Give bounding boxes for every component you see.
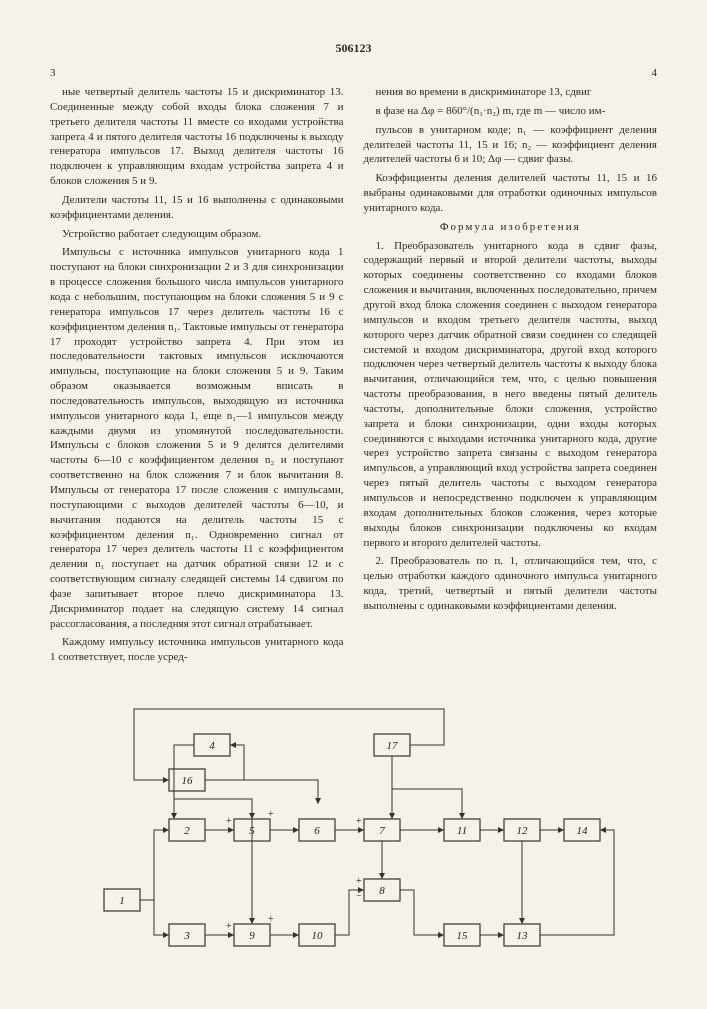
svg-text:+: +	[226, 816, 232, 827]
svg-text:12: 12	[516, 825, 528, 837]
col-num-left: 3	[50, 66, 56, 81]
svg-text:16: 16	[181, 775, 193, 787]
patent-number: 506123	[50, 40, 657, 56]
svg-text:8: 8	[379, 885, 385, 897]
svg-text:+: +	[226, 921, 232, 932]
svg-text:6: 6	[314, 825, 320, 837]
svg-text:+: +	[356, 876, 362, 887]
para: Коэффициенты деления делителей частоты 1…	[364, 171, 658, 216]
para: нения во времени в дискриминаторе 13, сд…	[364, 85, 658, 100]
svg-text:17: 17	[386, 740, 398, 752]
svg-text:11: 11	[456, 825, 466, 837]
svg-text:+: +	[268, 809, 274, 820]
block-diagram: 1234567891011121314151617++++−++	[50, 689, 657, 969]
svg-text:+: +	[268, 914, 274, 925]
svg-text:+: +	[356, 816, 362, 827]
svg-text:15: 15	[456, 930, 468, 942]
svg-text:5: 5	[249, 825, 255, 837]
svg-text:14: 14	[576, 825, 588, 837]
para: Делители частоты 11, 15 и 16 выполнены с…	[50, 193, 344, 223]
para: Импульсы с источника импульсов унитарног…	[50, 245, 344, 631]
svg-text:3: 3	[183, 930, 190, 942]
para: Каждому импульсу источника импульсов уни…	[50, 635, 344, 665]
svg-text:13: 13	[516, 930, 528, 942]
para: ные четвертый делитель частоты 15 и диск…	[50, 85, 344, 189]
col-num-right: 4	[652, 66, 658, 81]
text-columns: ные четвертый делитель частоты 15 и диск…	[50, 85, 657, 669]
svg-text:2: 2	[184, 825, 190, 837]
svg-text:4: 4	[209, 740, 215, 752]
claim-2: 2. Преобразователь по п. 1, отличающийся…	[364, 554, 658, 613]
svg-text:7: 7	[379, 825, 385, 837]
formula-heading: Формула изобретения	[364, 220, 658, 235]
para: в фазе на Δφ = 860°/(n₁·n₂) m, где m — ч…	[364, 104, 658, 119]
para: пульсов в унитарном коде; n₁ — коэффицие…	[364, 123, 658, 168]
svg-text:9: 9	[249, 930, 255, 942]
left-column: ные четвертый делитель частоты 15 и диск…	[50, 85, 344, 669]
para: Устройство работает следующим образом.	[50, 227, 344, 242]
svg-text:10: 10	[311, 930, 323, 942]
right-column: нения во времени в дискриминаторе 13, сд…	[364, 85, 658, 669]
claim-1: 1. Преобразователь унитарного кода в сдв…	[364, 239, 658, 551]
svg-text:−: −	[356, 891, 362, 902]
svg-text:1: 1	[119, 895, 125, 907]
